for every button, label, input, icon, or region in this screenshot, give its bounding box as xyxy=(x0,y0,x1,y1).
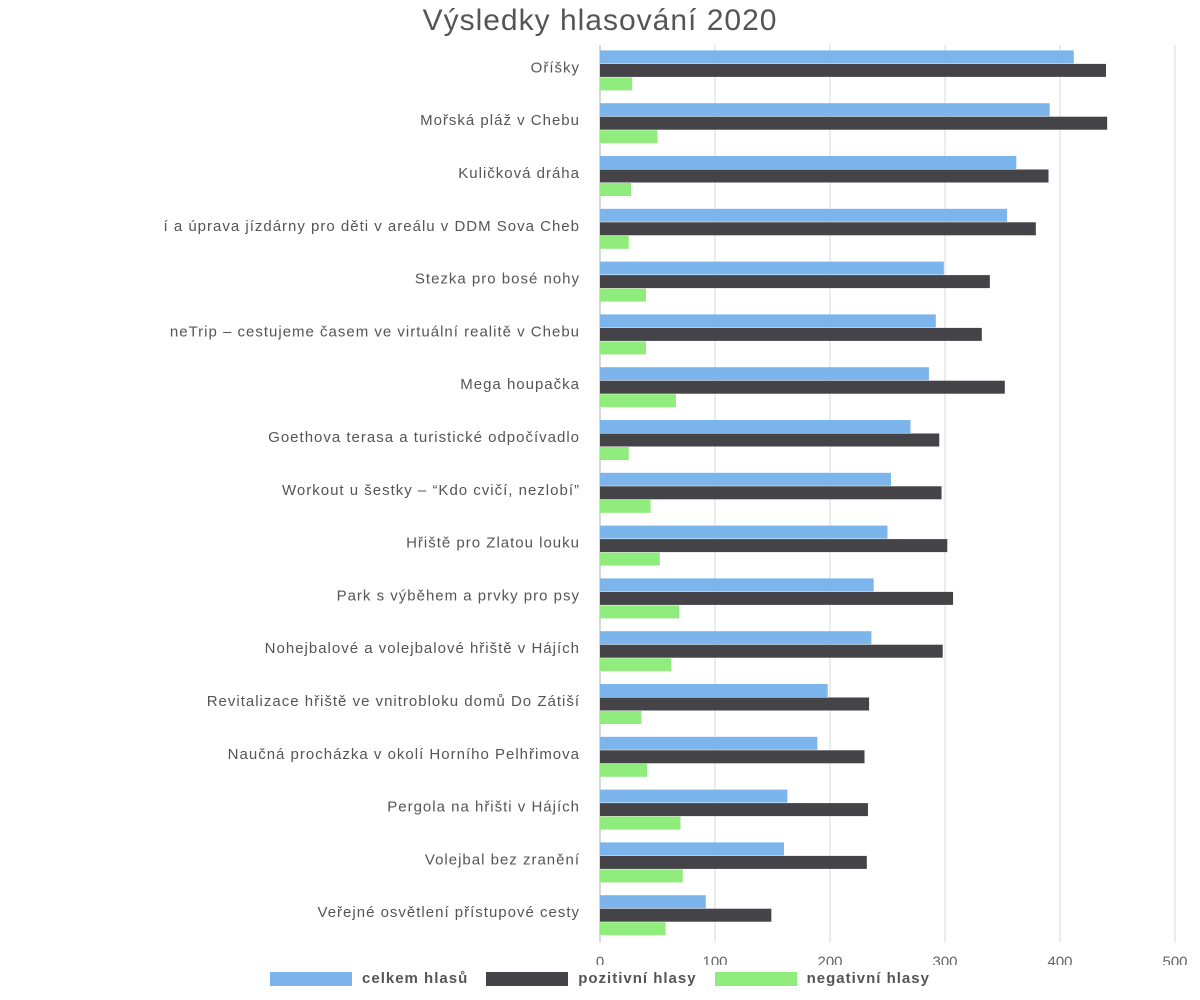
category-label: Park s výběhem a prvky pro psy xyxy=(337,587,580,604)
bar-1-11[interactable] xyxy=(600,644,943,658)
bar-2-5[interactable] xyxy=(600,341,646,355)
bar-2-3[interactable] xyxy=(600,235,629,249)
x-tick-label: 0 xyxy=(596,954,604,965)
bar-1-6[interactable] xyxy=(600,380,1005,394)
legend: celkem hlasů pozitivní hlasy negativní h… xyxy=(0,970,1200,987)
category-label: Revitalizace hřiště ve vnitrobloku domů … xyxy=(207,693,580,710)
x-tick-label: 400 xyxy=(1047,954,1072,965)
bar-0-15[interactable] xyxy=(600,842,784,856)
bar-2-7[interactable] xyxy=(600,447,629,460)
bar-1-0[interactable] xyxy=(600,63,1106,77)
category-label: Stezka pro bosé nohy xyxy=(415,271,580,288)
bar-1-8[interactable] xyxy=(600,486,942,500)
category-label: Workout u šestky – “Kdo cvičí, nezlobí” xyxy=(282,482,580,499)
x-tick-label: 200 xyxy=(817,954,842,965)
legend-swatch xyxy=(714,971,797,986)
x-tick-label: 100 xyxy=(702,954,727,965)
bar-2-15[interactable] xyxy=(600,869,683,883)
bar-1-9[interactable] xyxy=(600,539,948,553)
bar-2-6[interactable] xyxy=(600,394,676,408)
bar-chart: Oříšky Mořská pláž v Chebu Kuličková dráha… xyxy=(163,45,1188,965)
bar-1-12[interactable] xyxy=(600,697,870,711)
bar-2-4[interactable] xyxy=(600,288,646,302)
bar-2-13[interactable] xyxy=(600,763,648,777)
category-label: Pergola na hřišti v Hájích xyxy=(387,799,580,816)
legend-item-series-0[interactable]: celkem hlasů xyxy=(270,970,468,987)
bar-1-1[interactable] xyxy=(600,116,1108,130)
category-label: Kuličková dráha xyxy=(458,165,580,182)
category-label: neTrip – cestujeme časem ve virtuální re… xyxy=(170,323,580,340)
category-labels: Oříšky Mořská pláž v Chebu Kuličková dráha… xyxy=(163,59,580,921)
bar-0-0[interactable] xyxy=(600,50,1074,64)
legend-label: negativní hlasy xyxy=(806,970,930,987)
category-label: Naučná procházka v okolí Horního Pelhřim… xyxy=(228,746,580,763)
x-tick-label: 500 xyxy=(1162,954,1187,965)
bar-0-9[interactable] xyxy=(600,525,888,539)
legend-swatch xyxy=(270,971,353,986)
bar-2-9[interactable] xyxy=(600,552,660,566)
bar-0-13[interactable] xyxy=(600,736,818,750)
category-label: í a úprava jízdárny pro děti v areálu v … xyxy=(163,218,580,235)
bar-0-12[interactable] xyxy=(600,684,828,697)
bar-2-14[interactable] xyxy=(600,816,681,830)
category-label: Oříšky xyxy=(531,59,580,76)
category-label: Hřiště pro Zlatou louku xyxy=(406,535,580,552)
bar-1-15[interactable] xyxy=(600,855,867,869)
bar-1-5[interactable] xyxy=(600,327,982,341)
category-label: Veřejné osvětlení přístupové cesty xyxy=(318,904,580,921)
bar-1-7[interactable] xyxy=(600,433,940,447)
bar-2-0[interactable] xyxy=(600,77,633,91)
bar-2-16[interactable] xyxy=(600,922,666,936)
legend-label: pozitivní hlasy xyxy=(578,970,697,987)
bar-0-1[interactable] xyxy=(600,103,1050,117)
bar-0-8[interactable] xyxy=(600,472,891,486)
bar-0-6[interactable] xyxy=(600,367,929,381)
bar-0-3[interactable] xyxy=(600,208,1008,222)
chart-title: Výsledky hlasování 2020 xyxy=(422,4,778,37)
bar-2-1[interactable] xyxy=(600,130,658,144)
bar-0-14[interactable] xyxy=(600,789,788,803)
bar-0-10[interactable] xyxy=(600,578,874,592)
bar-0-16[interactable] xyxy=(600,895,706,909)
bar-2-10[interactable] xyxy=(600,605,680,619)
legend-label: celkem hlasů xyxy=(362,970,469,987)
category-label: Mega houpačka xyxy=(460,376,580,393)
category-label: Mořská pláž v Chebu xyxy=(420,112,580,129)
bar-0-7[interactable] xyxy=(600,420,911,433)
category-label: Volejbal bez zranění xyxy=(425,851,580,868)
category-label: Goethova terasa a turistické odpočívadlo xyxy=(268,429,580,446)
legend-swatch xyxy=(486,971,569,986)
x-tick-label: 300 xyxy=(932,954,957,965)
bar-0-2[interactable] xyxy=(600,156,1017,169)
bar-0-4[interactable] xyxy=(600,261,944,275)
bar-1-13[interactable] xyxy=(600,750,865,764)
bar-1-10[interactable] xyxy=(600,591,954,605)
bar-1-14[interactable] xyxy=(600,803,868,817)
bar-1-16[interactable] xyxy=(600,908,772,922)
bar-0-5[interactable] xyxy=(600,314,936,328)
bar-2-8[interactable] xyxy=(600,499,651,513)
bar-2-2[interactable] xyxy=(600,183,632,196)
bar-2-11[interactable] xyxy=(600,658,672,672)
bar-1-3[interactable] xyxy=(600,222,1036,236)
legend-item-series-2[interactable]: negativní hlasy xyxy=(714,970,930,987)
bars xyxy=(600,50,1108,936)
bar-1-4[interactable] xyxy=(600,275,990,289)
bar-2-12[interactable] xyxy=(600,711,642,724)
bar-1-2[interactable] xyxy=(600,169,1049,183)
x-axis-ticks: 0 100 200 300 400 500 xyxy=(596,954,1188,965)
legend-item-series-1[interactable]: pozitivní hlasy xyxy=(486,970,696,987)
category-label: Nohejbalové a volejbalové hřiště v Hájíc… xyxy=(265,640,580,657)
bar-0-11[interactable] xyxy=(600,631,872,645)
